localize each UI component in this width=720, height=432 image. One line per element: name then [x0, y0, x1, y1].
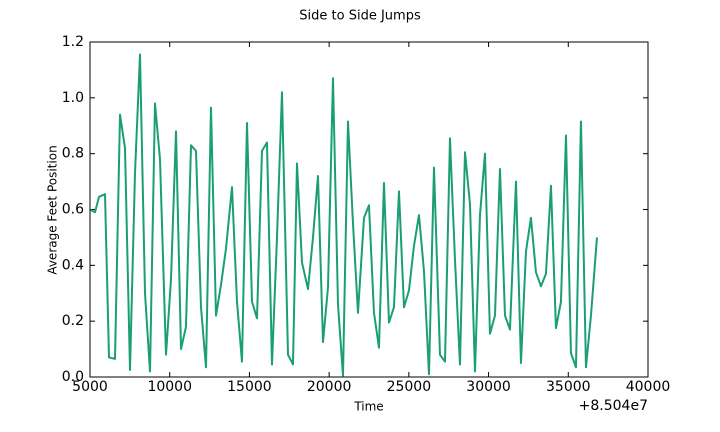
x-tick-label: 10000 — [147, 379, 192, 395]
x-tick-label: 35000 — [546, 379, 591, 395]
x-tick-label: 15000 — [227, 379, 272, 395]
y-tick-label: 0.8 — [62, 146, 84, 162]
y-tick-label: 0.0 — [62, 369, 84, 385]
y-tick-label: 1.2 — [62, 34, 84, 50]
y-tick-label: 0.2 — [62, 313, 84, 329]
y-tick-label: 1.0 — [62, 90, 84, 106]
x-tick-label: 20000 — [307, 379, 352, 395]
x-tick-label: 40000 — [626, 379, 671, 395]
chart-title: Side to Side Jumps — [299, 9, 421, 24]
x-axis-label: Time — [353, 400, 383, 414]
x-offset-text: +8.504e7 — [579, 398, 648, 414]
data-line — [89, 53, 598, 377]
y-axis-label: Average Feet Position — [46, 145, 60, 274]
x-tick-label: 30000 — [466, 379, 511, 395]
y-tick-label: 0.6 — [62, 202, 84, 218]
x-tick-label: 5000 — [72, 379, 108, 395]
plot-frame — [89, 41, 649, 378]
x-tick-label: 25000 — [387, 379, 432, 395]
y-tick-label: 0.4 — [62, 257, 84, 273]
